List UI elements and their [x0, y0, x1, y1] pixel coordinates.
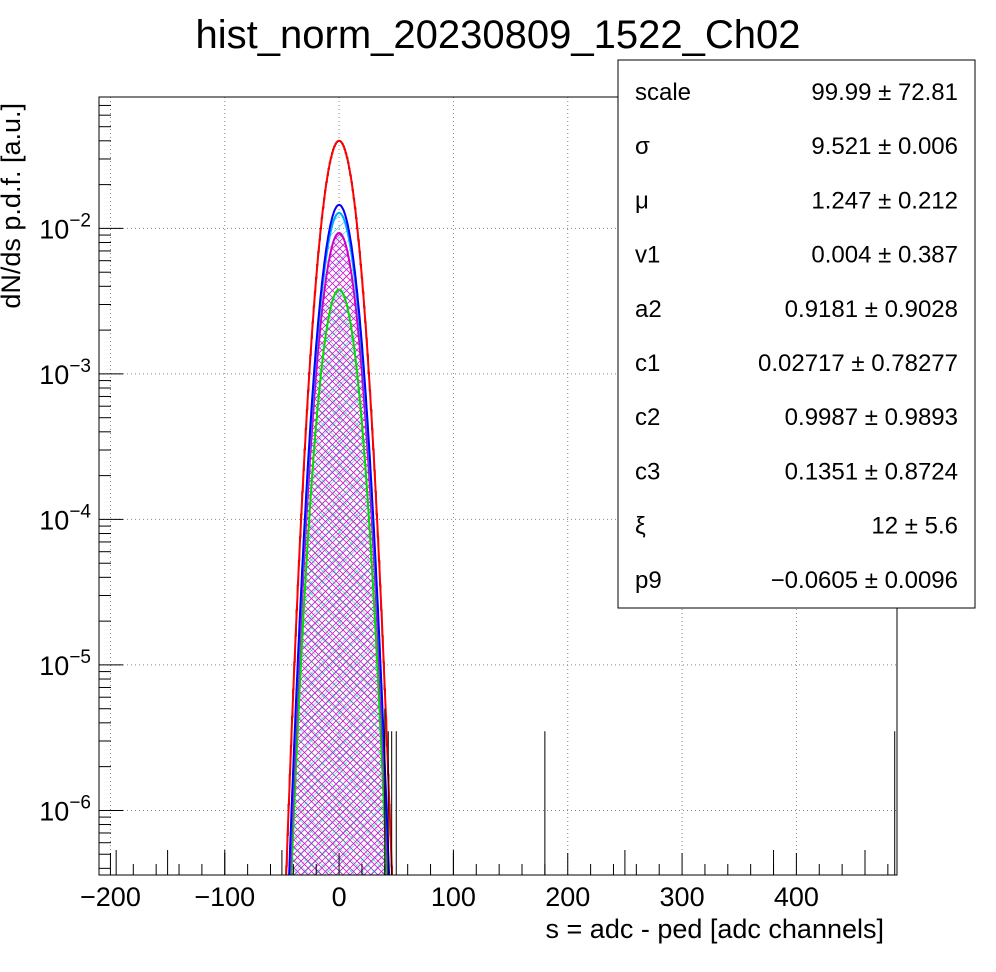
- y-tick-label: 10−2: [39, 210, 91, 244]
- stats-row-name: p9: [635, 567, 662, 594]
- stats-row-name: v1: [635, 242, 660, 269]
- stats-box-frame: [617, 59, 976, 609]
- stats-row-value: 9.521 ± 0.006: [811, 133, 958, 160]
- y-axis-label: dN/ds p.d.f. [a.u.]: [0, 103, 26, 309]
- curve-line: [290, 288, 388, 875]
- stats-row-value: 0.9181 ± 0.9028: [785, 296, 958, 323]
- stats-row-value: 1.247 ± 0.212: [811, 187, 958, 214]
- chart-title: hist_norm_20230809_1522_Ch02: [196, 13, 801, 57]
- stats-row-value: 0.1351 ± 0.8724: [785, 458, 958, 485]
- stats-row-value: 99.99 ± 72.81: [811, 79, 958, 106]
- stats-row-value: 0.02717 ± 0.78277: [758, 350, 958, 377]
- x-tick-label: −100: [194, 882, 255, 912]
- curve-line: [285, 139, 393, 875]
- x-axis-label: s = adc - ped [adc channels]: [546, 914, 884, 944]
- y-tick-label: 10−6: [39, 792, 91, 826]
- x-tick-label: 400: [774, 882, 819, 912]
- stats-box: scale 99.99 ± 72.81 σ 9.521 ± 0.006 μ 1.247 ±…: [617, 59, 976, 609]
- stats-row-value: −0.0605 ± 0.0096: [771, 567, 958, 594]
- stats-row-name: c3: [635, 458, 660, 485]
- x-axis-ticks: −200 −100 0 100 200 300 400: [80, 853, 889, 912]
- x-tick-label: 300: [660, 882, 705, 912]
- stats-row-name: a2: [635, 296, 662, 323]
- y-tick-label: 10−4: [39, 501, 91, 535]
- stats-row-name: c1: [635, 350, 660, 377]
- stats-row-name: scale: [635, 79, 691, 106]
- y-tick-label: 10−5: [39, 647, 91, 681]
- x-tick-label: 200: [545, 882, 590, 912]
- stats-row-value: 0.004 ± 0.387: [811, 242, 958, 269]
- stats-row-name: μ: [635, 187, 649, 214]
- x-tick-label: −200: [80, 882, 141, 912]
- curves: [285, 139, 393, 875]
- stats-row-name: σ: [635, 133, 650, 160]
- stats-row-value: 12 ± 5.6: [871, 513, 958, 540]
- x-tick-label: 100: [431, 882, 476, 912]
- curve-line: [288, 203, 391, 875]
- histogram-spikes: [115, 708, 896, 875]
- stats-row-value: 0.9987 ± 0.9893: [785, 404, 958, 431]
- x-tick-label: 0: [332, 882, 347, 912]
- curve-line: [289, 231, 390, 875]
- y-tick-label: 10−3: [39, 356, 91, 390]
- stats-row-name: ξ: [635, 513, 646, 540]
- stats-row-name: c2: [635, 404, 660, 431]
- y-axis-ticks: 10−6 10−5 10−4 10−3 10−2: [39, 96, 123, 869]
